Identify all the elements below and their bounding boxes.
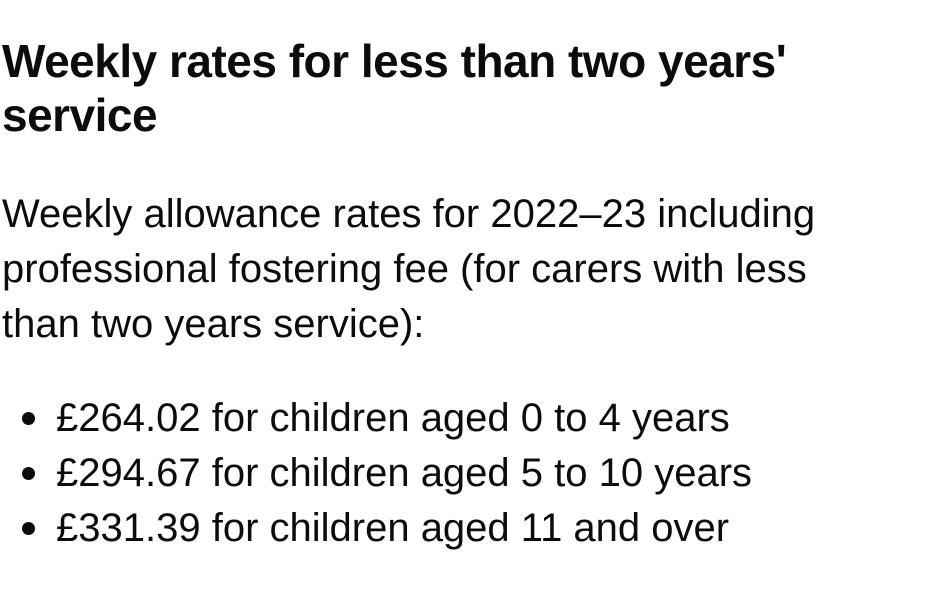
intro: Weekly allowance rates for 2022–23 inclu…	[2, 192, 816, 346]
heading: Weekly rates for less than two years' se…	[2, 35, 787, 141]
rate-item: £264.02 for children aged 0 to 4 years	[21, 391, 752, 446]
rate-item: £294.67 for children aged 5 to 10 years	[21, 446, 752, 501]
rate-list: £264.02 for children aged 0 to 4 years £2…	[0, 391, 752, 556]
rate-item: £331.39 for children aged 11 and over	[21, 501, 752, 556]
